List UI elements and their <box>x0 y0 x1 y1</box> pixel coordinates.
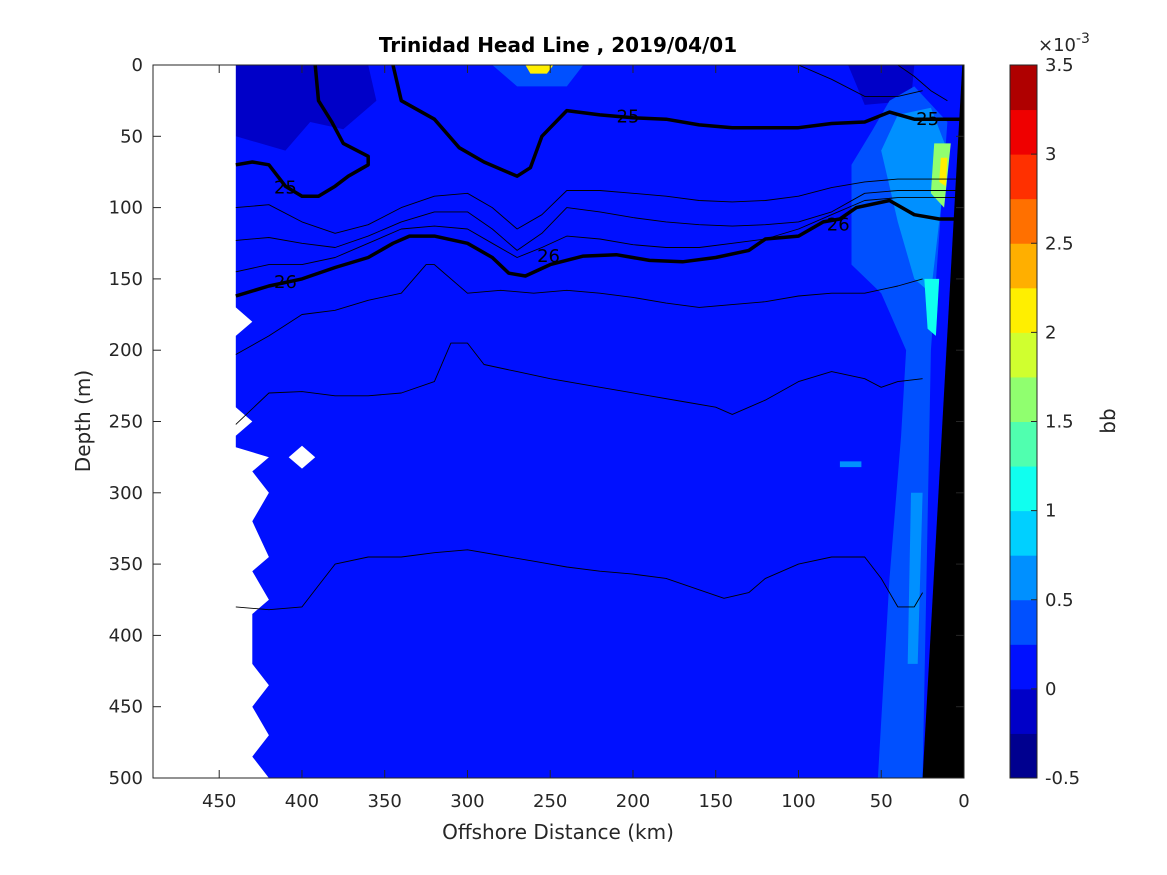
colorbar: -0.5 0 0.5 1 1.5 2 2.5 3 3.5 ×10-3 bb <box>1009 31 1120 789</box>
contour-labels: 25 25 25 26 26 26 <box>274 106 939 293</box>
patch-surface-dark <box>235 65 377 151</box>
contour-label-4: 26 <box>537 246 560 267</box>
contour-isopycnal-25 <box>235 65 370 198</box>
contour-thin-4 <box>235 264 923 355</box>
colorbar-swatch-2 <box>1010 644 1037 690</box>
x-tick-label-400: 400 <box>285 791 319 812</box>
colorbar-tick-label-2: 2 <box>1045 322 1056 343</box>
missing-offshore-gap <box>153 65 269 778</box>
y-axis-ticks: 0 50 100 150 200 250 300 350 400 450 500 <box>109 55 964 789</box>
y-tick-label-100: 100 <box>109 198 143 219</box>
contour-isopycnal-25-east <box>391 65 961 178</box>
x-tick-label-150: 150 <box>699 791 733 812</box>
plot-area: 25 25 25 26 26 26 <box>153 65 964 778</box>
colorbar-swatch-6 <box>1010 466 1037 512</box>
seafloor <box>922 65 964 778</box>
bb-field-patches <box>235 65 951 778</box>
patch-surface-dark-east <box>848 65 915 105</box>
colorbar-swatch-0 <box>1010 733 1037 779</box>
colorbar-swatch-4 <box>1010 555 1037 601</box>
x-tick-label-50: 50 <box>870 791 893 812</box>
y-tick-label-50: 50 <box>120 126 143 147</box>
x-tick-label-200: 200 <box>616 791 650 812</box>
colorbar-swatch-1 <box>1010 688 1037 734</box>
x-tick-label-0: 0 <box>958 791 969 812</box>
colorbar-swatch-7 <box>1010 421 1037 467</box>
y-tick-label-250: 250 <box>109 412 143 433</box>
patch-coastal-mid <box>924 278 940 336</box>
contour-thin-5 <box>235 342 923 425</box>
y-tick-label-0: 0 <box>132 55 143 76</box>
colorbar-tick-label-1.5: 1.5 <box>1045 412 1074 433</box>
colorbar-swatch-14 <box>1010 109 1037 155</box>
missing-hole-400 <box>288 445 316 469</box>
contour-label-3: 26 <box>274 272 297 293</box>
colorbar-exponent: ×10-3 <box>1038 31 1090 56</box>
y-axis-label: Depth (m) <box>71 370 95 472</box>
colorbar-swatch-8 <box>1010 376 1037 422</box>
contour-isopycnal-26 <box>235 198 961 298</box>
colorbar-swatch-12 <box>1010 198 1037 244</box>
density-contours <box>235 65 961 611</box>
contour-thin-3 <box>235 197 961 273</box>
contour-label-2: 25 <box>274 178 297 199</box>
colorbar-tick-label-1: 1 <box>1045 501 1056 522</box>
contour-thin-1 <box>235 178 961 234</box>
plot-background <box>153 65 964 778</box>
colorbar-tick-label-0: 0 <box>1045 679 1056 700</box>
patch-surface-peak <box>525 65 554 74</box>
x-axis-ticks: 450 400 350 300 250 200 150 100 50 0 <box>202 65 970 812</box>
colorbar-swatch-9 <box>1010 332 1037 378</box>
x-tick-label-450: 450 <box>202 791 236 812</box>
patch-surface-bright <box>492 65 584 87</box>
chart-title: Trinidad Head Line , 2019/04/01 <box>379 33 737 57</box>
colorbar-tick-label--0.5: -0.5 <box>1045 768 1080 789</box>
x-tick-label-100: 100 <box>781 791 815 812</box>
colorbar-swatch-11 <box>1010 243 1037 289</box>
x-axis-label: Offshore Distance (km) <box>442 820 674 844</box>
patch-small-feature <box>839 461 862 468</box>
y-tick-label-200: 200 <box>109 340 143 361</box>
colorbar-swatch-5 <box>1010 510 1037 556</box>
y-tick-label-300: 300 <box>109 483 143 504</box>
contour-thin-6 <box>235 549 923 611</box>
colorbar-swatch-10 <box>1010 287 1037 333</box>
x-tick-label-250: 250 <box>533 791 567 812</box>
y-tick-label-350: 350 <box>109 554 143 575</box>
contour-label-0: 25 <box>617 106 640 127</box>
colorbar-tick-label-0.5: 0.5 <box>1045 590 1074 611</box>
contour-label-5: 26 <box>827 215 850 236</box>
x-tick-label-350: 350 <box>368 791 402 812</box>
y-tick-label-150: 150 <box>109 269 143 290</box>
colorbar-swatch-3 <box>1010 599 1037 645</box>
colorbar-tick-label-2.5: 2.5 <box>1045 233 1074 254</box>
colorbar-ticks: -0.5 0 0.5 1 1.5 2 2.5 3 3.5 <box>1031 55 1080 789</box>
colorbar-swatch-13 <box>1010 154 1037 200</box>
contour-thin-2 <box>235 190 961 251</box>
colorbar-label: bb <box>1096 408 1120 433</box>
missing-data-regions <box>153 65 316 778</box>
y-tick-label-500: 500 <box>109 768 143 789</box>
colorbar-tick-label-3: 3 <box>1045 144 1056 165</box>
seafloor-bathymetry <box>922 65 964 778</box>
colorbar-swatch-15 <box>1010 65 1037 111</box>
y-tick-label-450: 450 <box>109 697 143 718</box>
x-tick-label-300: 300 <box>450 791 484 812</box>
colorbar-swatches <box>1010 65 1037 779</box>
y-tick-label-400: 400 <box>109 625 143 646</box>
colorbar-tick-label-3.5: 3.5 <box>1045 55 1074 76</box>
contour-label-1: 25 <box>916 109 939 130</box>
patch-coastal-core <box>881 107 948 294</box>
contour-surface-thin-1 <box>798 65 923 97</box>
patch-coastal-deep <box>907 492 923 664</box>
contour-surface-thin-2 <box>897 65 948 102</box>
